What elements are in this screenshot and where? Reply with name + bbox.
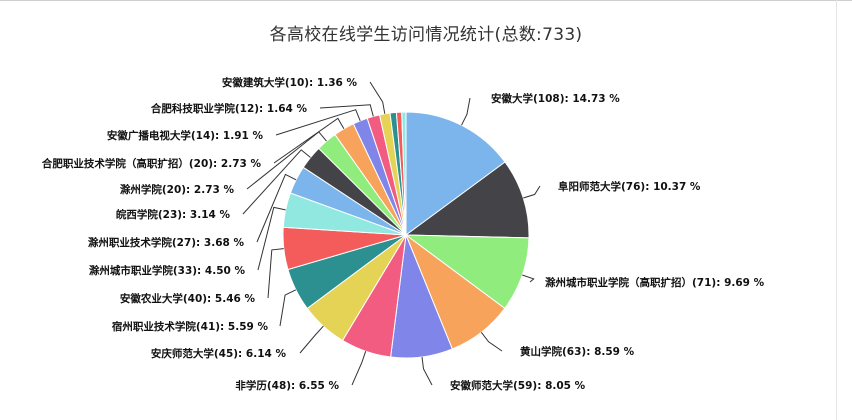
data-label: 非学历(48): 6.55 % [235, 379, 339, 392]
label-connector [256, 173, 297, 243]
label-connector [279, 289, 297, 327]
data-label: 皖西学院(23): 3.14 % [116, 208, 231, 221]
label-connector [522, 274, 535, 283]
label-connector [319, 104, 374, 117]
label-connector [257, 206, 286, 271]
label-connector [480, 331, 503, 352]
label-connector [242, 149, 311, 215]
data-label: 滁州城市职业学院(33): 4.50 % [89, 264, 246, 277]
label-connector [267, 248, 284, 299]
pie-slice [401, 111, 407, 236]
data-label: 滁州学院(20): 2.73 % [120, 183, 235, 196]
chart-title: 各高校在线学生访问情况统计(总数:733) [269, 25, 583, 45]
data-label: 合肥职业技术学院（高职扩招）(20): 2.73 % [41, 157, 262, 170]
label-connector [523, 185, 541, 199]
label-connector [275, 109, 361, 136]
data-label: 滁州城市职业学院（高职扩招）(71): 9.69 % [545, 276, 765, 289]
label-connector [369, 81, 386, 114]
data-label: 安徽广播电视大学(14): 1.91 % [107, 129, 264, 142]
pie-slice [405, 111, 506, 236]
pie-slice [404, 234, 530, 310]
data-label: 阜阳师范大学(76): 10.37 % [558, 180, 701, 193]
label-connector [461, 97, 471, 126]
data-label: 安徽师范大学(59): 8.05 % [450, 379, 586, 392]
label-connector [351, 351, 367, 386]
label-connector [273, 117, 345, 164]
data-label: 宿州职业技术学院(41): 5.59 % [112, 320, 269, 333]
label-connectors [242, 81, 541, 386]
data-label: 安徽建筑大学(10): 1.36 % [222, 76, 358, 89]
data-labels: 安徽大学(108): 14.73 % 阜阳师范大学(76): 10.37 % 滁州城… [41, 76, 765, 392]
data-label: 合肥科技职业学院(12): 1.64 % [150, 102, 308, 115]
data-label: 安庆师范大学(45): 6.14 % [151, 347, 287, 360]
pie-slice [404, 161, 530, 239]
label-connector [299, 325, 324, 354]
data-label: 安徽大学(108): 14.73 % [491, 92, 620, 105]
data-label: 滁州职业技术学院(27): 3.68 % [88, 236, 245, 249]
data-label: 黄山学院(63): 8.59 % [520, 345, 635, 358]
data-label: 安徽农业大学(40): 5.46 % [120, 292, 256, 305]
label-connector [421, 356, 433, 386]
pie-slices [282, 111, 530, 359]
right-divider [836, 0, 837, 420]
top-divider [0, 0, 852, 1]
